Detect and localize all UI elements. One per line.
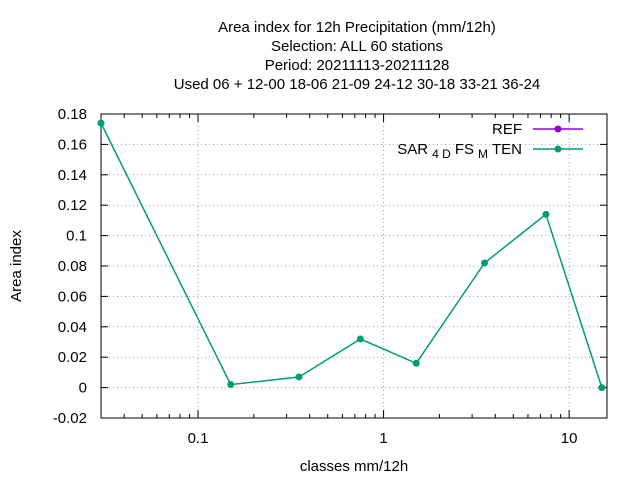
y-tick-label: 0.14	[58, 167, 87, 184]
legend-marker	[554, 125, 562, 133]
data-point	[542, 210, 550, 218]
y-tick-label: 0.08	[58, 258, 87, 275]
legend-label-part: FS	[455, 141, 474, 158]
y-tick-label: 0.12	[58, 197, 87, 214]
y-tick-label: 0.18	[58, 106, 87, 123]
title-line: Period: 20211113-20211128	[265, 57, 450, 74]
x-tick-label: 10	[561, 430, 578, 447]
y-tick-label: 0.06	[58, 288, 87, 305]
data-point	[481, 259, 489, 267]
legend-label-part: 4 D	[432, 147, 451, 161]
y-tick-label: 0.02	[58, 349, 87, 366]
legend-label-part: SAR	[397, 141, 428, 158]
title-line: Selection: ALL 60 stations	[271, 38, 443, 55]
data-point	[356, 335, 364, 343]
legend-label-part: TEN	[492, 141, 522, 158]
title-line: Used 06 + 12-00 18-06 21-09 24-12 30-18 …	[174, 76, 541, 93]
y-axis-label: Area index	[8, 230, 25, 302]
legend-label: REF	[492, 121, 522, 138]
y-tick-label: 0.16	[58, 136, 87, 153]
grid-lines	[101, 114, 607, 418]
data-series	[97, 119, 606, 392]
x-axis-ticks: 0.1 1 10	[123, 114, 578, 447]
x-tick-label: 1	[379, 430, 387, 447]
data-point	[227, 381, 235, 389]
data-point	[97, 119, 105, 127]
legend: REF SAR 4 D FS M TEN	[397, 121, 583, 161]
data-point	[412, 359, 420, 367]
data-point	[295, 373, 303, 381]
series-line	[100, 122, 603, 388]
y-tick-label: 0.04	[58, 319, 87, 336]
data-point	[598, 384, 606, 392]
legend-marker	[554, 145, 562, 153]
x-tick-label: 0.1	[188, 430, 209, 447]
y-tick-label: 0.1	[66, 228, 87, 245]
x-axis-label: classes mm/12h	[300, 458, 408, 475]
y-tick-label: 0	[79, 380, 87, 397]
chart-title: Area index for 12h Precipitation (mm/12h…	[174, 19, 541, 93]
title-line: Area index for 12h Precipitation (mm/12h…	[218, 19, 496, 36]
y-tick-label: -0.02	[53, 410, 87, 427]
legend-label: SAR 4 D FS M TEN	[397, 141, 522, 161]
y-axis-ticks: -0.02 0 0.02 0.04 0.06 0.08 0.1 0.12 0.14 0.16 0.1…	[53, 106, 607, 427]
legend-label-part: M	[478, 147, 488, 161]
